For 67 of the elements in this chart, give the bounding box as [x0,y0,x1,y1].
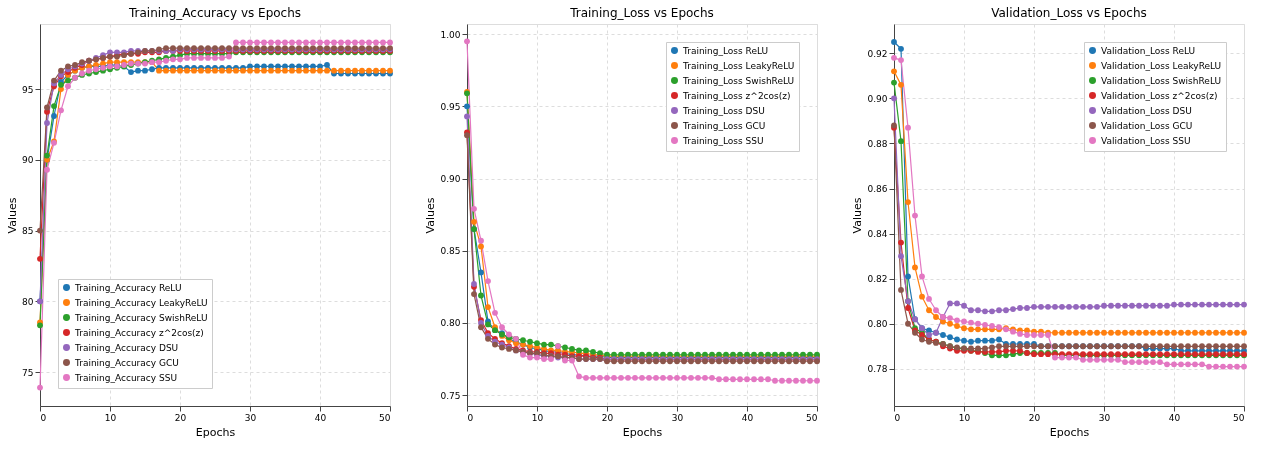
chart-title: Validation_Loss vs Epochs [991,6,1147,20]
chart-title: Training_Loss vs Epochs [569,6,714,20]
y-tick-label: 0.85 [440,246,461,257]
legend-label: Validation_Loss LeakyReLU [1101,60,1222,71]
legend-label: Training_Loss GCU [682,120,766,131]
legend-label: Training_Accuracy DSU [74,342,179,353]
y-tick-label: 0.90 [440,174,461,185]
legend-label: Validation_Loss GCU [1101,120,1193,131]
y-tick-label: 0.80 [440,318,461,329]
legend-label: Training_Loss ReLU [682,45,769,56]
y-axis-title: Values [851,197,865,234]
y-tick-label: 0.82 [867,274,888,285]
legend-label: Training_Loss LeakyReLU [682,60,795,71]
y-tick-label: 80 [22,296,34,307]
legend-label: Training_Loss SwishReLU [682,75,795,86]
legend-label: Validation_Loss z^2cos(z) [1101,90,1218,101]
y-tick-label: 0.88 [867,138,888,149]
x-tick-label: 20 [1028,412,1041,423]
x-axis-title: Epochs [622,425,663,439]
legend-label: Training_Accuracy ReLU [74,282,182,293]
x-tick-label: 20 [601,412,614,423]
legend-label: Training_Accuracy LeakyReLU [74,297,208,308]
y-axis-title: Values [424,197,438,234]
x-tick-label: 40 [314,412,327,423]
x-tick-label: 30 [244,412,257,423]
y-axis-title: Values [6,197,20,234]
y-tick-label: 0.78 [867,364,888,375]
x-tick-label: 0 [467,412,474,423]
y-tick-label: 0.86 [867,184,888,195]
x-tick-label: 50 [1233,412,1245,423]
x-tick-label: 10 [958,412,971,423]
x-tick-label: 0 [894,412,901,423]
y-tick-label: 0.84 [867,229,888,240]
y-tick-label: 95 [22,84,34,95]
y-tick-label: 90 [22,155,34,166]
x-tick-label: 30 [1098,412,1111,423]
y-tick-label: 1.00 [440,29,461,40]
legend-label: Validation_Loss SwishReLU [1101,75,1222,86]
x-tick-label: 10 [104,412,117,423]
chart-title: Training_Accuracy vs Epochs [127,6,302,20]
legend-label: Training_Accuracy z^2cos(z) [74,327,204,338]
x-tick-label: 40 [1168,412,1181,423]
y-tick-label: 0.90 [867,93,888,104]
legend-label: Training_Loss z^2cos(z) [682,90,791,101]
legend-label: Validation_Loss DSU [1101,105,1192,116]
x-tick-label: 50 [379,412,391,423]
legend-label: Training_Loss SSU [682,135,764,146]
legend-label: Training_Loss DSU [682,105,765,116]
legend-label: Validation_Loss ReLU [1101,45,1196,56]
legend-label: Training_Accuracy SwishReLU [74,312,208,323]
x-tick-label: 0 [40,412,47,423]
y-tick-label: 0.92 [867,48,888,59]
x-tick-label: 10 [531,412,544,423]
legend-label: Training_Accuracy SSU [74,372,177,383]
y-tick-label: 0.75 [440,390,461,401]
legend-label: Validation_Loss SSU [1101,135,1191,146]
y-tick-label: 0.95 [440,101,461,112]
x-axis-title: Epochs [195,425,236,439]
y-tick-label: 75 [22,367,34,378]
y-tick-label: 85 [22,226,34,237]
x-tick-label: 50 [806,412,818,423]
x-axis-title: Epochs [1049,425,1090,439]
legend-label: Training_Accuracy GCU [74,357,179,368]
y-tick-label: 0.80 [867,319,888,330]
x-tick-label: 20 [174,412,187,423]
x-tick-label: 40 [741,412,754,423]
x-tick-label: 30 [671,412,684,423]
